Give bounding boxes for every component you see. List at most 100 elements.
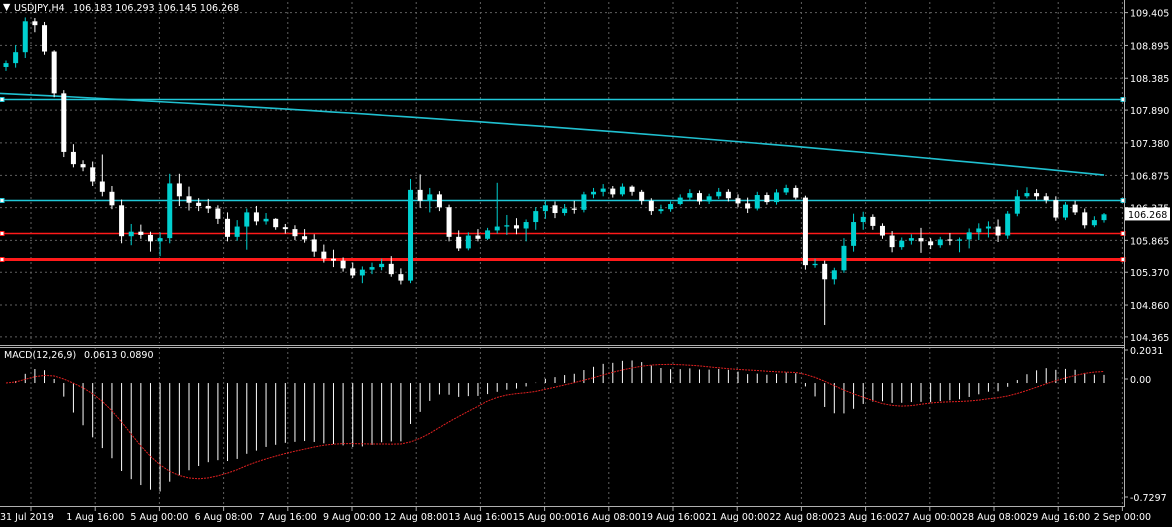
ma-line xyxy=(0,92,1105,176)
candle-body xyxy=(330,258,336,261)
candle-body xyxy=(735,198,741,204)
time-tick-label: 7 Aug 16:00 xyxy=(259,512,317,523)
candle-body xyxy=(696,193,702,202)
candle-body xyxy=(167,183,173,239)
level-handle-left xyxy=(0,257,5,262)
candle-body xyxy=(196,202,202,206)
candle-body xyxy=(764,195,770,203)
candle-body xyxy=(889,235,895,248)
candle-body xyxy=(976,228,982,233)
candle-body xyxy=(1014,196,1020,214)
candle-body xyxy=(908,238,914,241)
candle-body xyxy=(745,203,751,209)
symbol-dropdown-icon[interactable]: ▼ xyxy=(3,2,11,13)
candle-body xyxy=(552,205,558,214)
price-tick-label: 104.365 xyxy=(1130,333,1169,344)
candle-body xyxy=(70,151,76,165)
candle-body xyxy=(1082,212,1088,226)
price-tick-label: 105.865 xyxy=(1130,236,1169,247)
macd-tick-label: 0.00 xyxy=(1130,375,1151,386)
candle-body xyxy=(436,194,442,208)
price-tick-label: 109.405 xyxy=(1130,9,1169,20)
candle-body xyxy=(937,239,943,246)
candle-body xyxy=(340,260,346,269)
time-tick-label: 28 Aug 08:00 xyxy=(962,512,1026,523)
price-tick-label: 104.860 xyxy=(1130,301,1169,312)
candle-body xyxy=(1101,214,1107,221)
candle-body xyxy=(321,251,327,259)
price-tick-label: 105.370 xyxy=(1130,268,1169,279)
chart-frame xyxy=(0,0,1125,507)
candle-body xyxy=(1091,220,1097,226)
macd-signal-line xyxy=(5,363,1105,480)
candle-body xyxy=(475,235,481,239)
candle-body xyxy=(119,205,125,237)
candle-body xyxy=(3,63,9,67)
candle-body xyxy=(879,225,885,236)
grid-lines xyxy=(0,2,1124,505)
candle-body xyxy=(109,191,115,206)
time-tick-label: 31 Jul 2019 xyxy=(0,512,54,523)
candle-body xyxy=(398,274,404,281)
current-price-marker xyxy=(1125,207,1170,221)
candle-body xyxy=(282,227,288,230)
candle-body xyxy=(51,51,57,94)
candle-body xyxy=(99,181,105,192)
candle-body xyxy=(128,231,134,237)
price-tick-label: 107.380 xyxy=(1130,139,1169,150)
candle-body xyxy=(1005,213,1011,236)
candle-body xyxy=(591,191,597,195)
candle-body xyxy=(408,189,414,281)
candle-body xyxy=(774,192,780,203)
candle-body xyxy=(1043,196,1049,201)
time-tick-label: 29 Aug 16:00 xyxy=(1026,512,1090,523)
candle-body xyxy=(562,208,568,214)
candle-body xyxy=(571,208,577,210)
price-tick-label: 107.890 xyxy=(1130,106,1169,117)
time-tick-label: 12 Aug 08:00 xyxy=(384,512,448,523)
candle-body xyxy=(359,269,365,276)
candle-body xyxy=(706,196,712,202)
candle-body xyxy=(725,191,731,199)
candle-body xyxy=(22,21,28,53)
candle-body xyxy=(860,216,866,223)
candle-body xyxy=(446,207,452,237)
candle-body xyxy=(13,52,19,64)
candle-body xyxy=(417,189,423,201)
macd-label: MACD(12,26,9) xyxy=(4,350,76,361)
candle-body xyxy=(388,263,394,275)
candle-body xyxy=(802,197,808,266)
candle-body xyxy=(966,232,972,240)
candle-body xyxy=(851,222,857,246)
candle-body xyxy=(533,211,539,223)
time-tick-label: 27 Aug 00:00 xyxy=(898,512,962,523)
candle-body xyxy=(494,226,500,231)
candle-body xyxy=(350,268,356,276)
candle-body xyxy=(138,231,144,235)
candle-body xyxy=(311,239,317,252)
candle-body xyxy=(658,209,664,212)
level-handle-left xyxy=(0,97,5,102)
candle-body xyxy=(928,241,934,246)
candle-body xyxy=(985,226,991,229)
candle-body xyxy=(504,225,510,227)
candle-body xyxy=(186,196,192,203)
current-price-label: 106.268 xyxy=(1128,210,1167,221)
symbol-title: USDJPY,H4 xyxy=(14,3,65,14)
price-tick-label: 106.875 xyxy=(1130,171,1169,182)
level-handle-left xyxy=(0,198,5,203)
candlesticks xyxy=(3,17,1107,325)
time-tick-label: 21 Aug 00:00 xyxy=(705,512,769,523)
level-handle-left xyxy=(0,231,5,236)
candle-body xyxy=(793,187,799,198)
time-tick-label: 9 Aug 00:00 xyxy=(323,512,381,523)
candle-body xyxy=(176,183,182,197)
price-axis: 109.405 108.895 108.385 107.890 107.380 106.8… xyxy=(1124,9,1170,504)
time-axis: 31 Jul 2019 1 Aug 16:00 5 Aug 00:00 6 Aug 0… xyxy=(0,507,1151,523)
candle-body xyxy=(639,191,645,201)
candle-body xyxy=(581,194,587,210)
candle-body xyxy=(1024,193,1030,197)
moving-average xyxy=(0,92,1105,176)
candle-body xyxy=(1053,200,1059,218)
